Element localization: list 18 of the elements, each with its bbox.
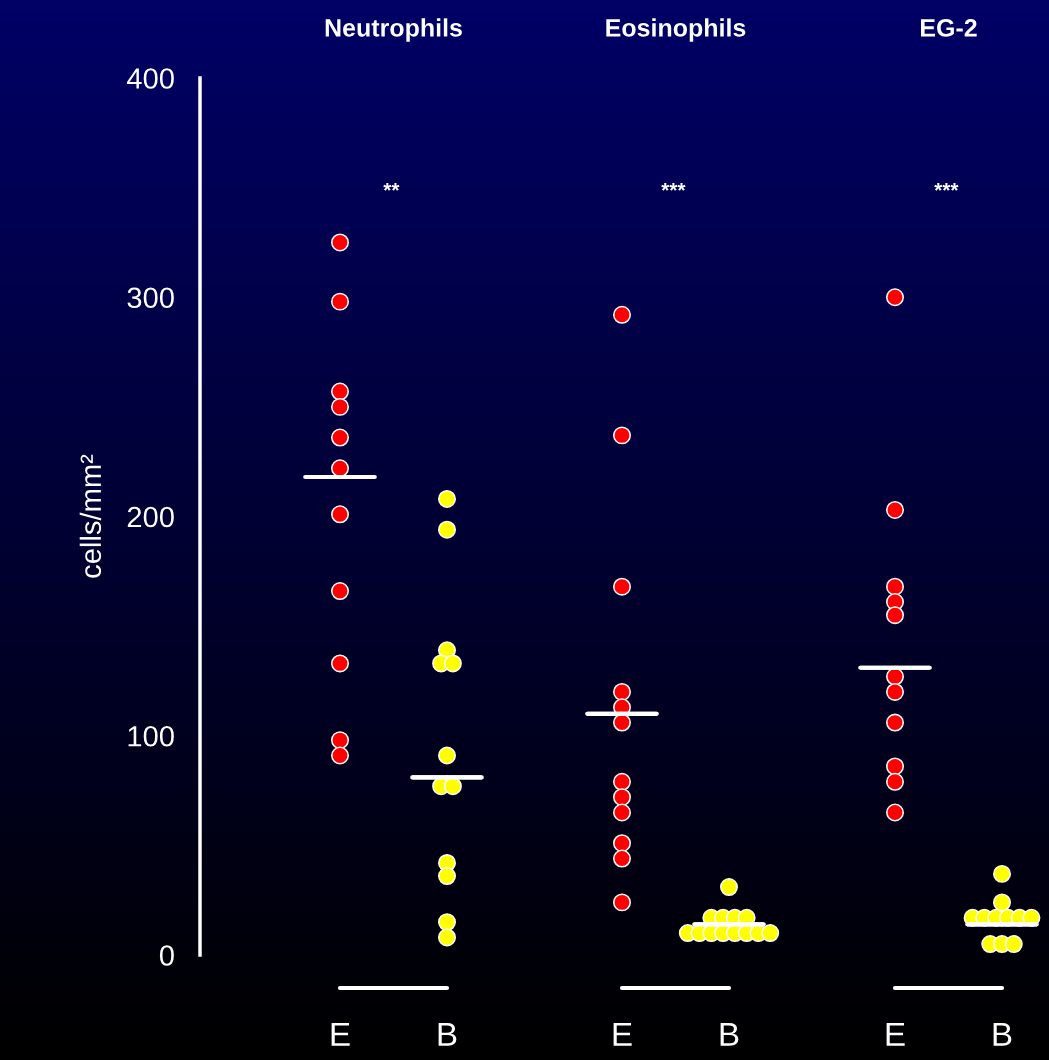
chart-title: Neutrophils xyxy=(325,18,462,42)
annotation: *** xyxy=(661,183,686,191)
chart-title: EG-2 xyxy=(921,19,977,37)
y-tick-label: 100 xyxy=(128,725,174,747)
x-tick-label: B xyxy=(720,1022,739,1046)
y-tick-label: 300 xyxy=(127,287,174,309)
annotation: ** xyxy=(383,183,400,191)
chart-title: Eosinophils xyxy=(606,18,746,42)
x-tick-label: E xyxy=(331,1022,350,1046)
x-tick-label: E xyxy=(886,1022,905,1046)
x-tick-label: B xyxy=(993,1022,1012,1046)
x-tick-label: E xyxy=(613,1022,632,1046)
y-axis-title: cells/mm² xyxy=(79,454,102,578)
annotation: *** xyxy=(934,183,959,191)
y-tick-label: 0 xyxy=(159,945,174,966)
y-tick-label: 400 xyxy=(127,68,174,89)
y-tick-label: 200 xyxy=(127,506,174,528)
x-tick-label: B xyxy=(438,1022,457,1046)
